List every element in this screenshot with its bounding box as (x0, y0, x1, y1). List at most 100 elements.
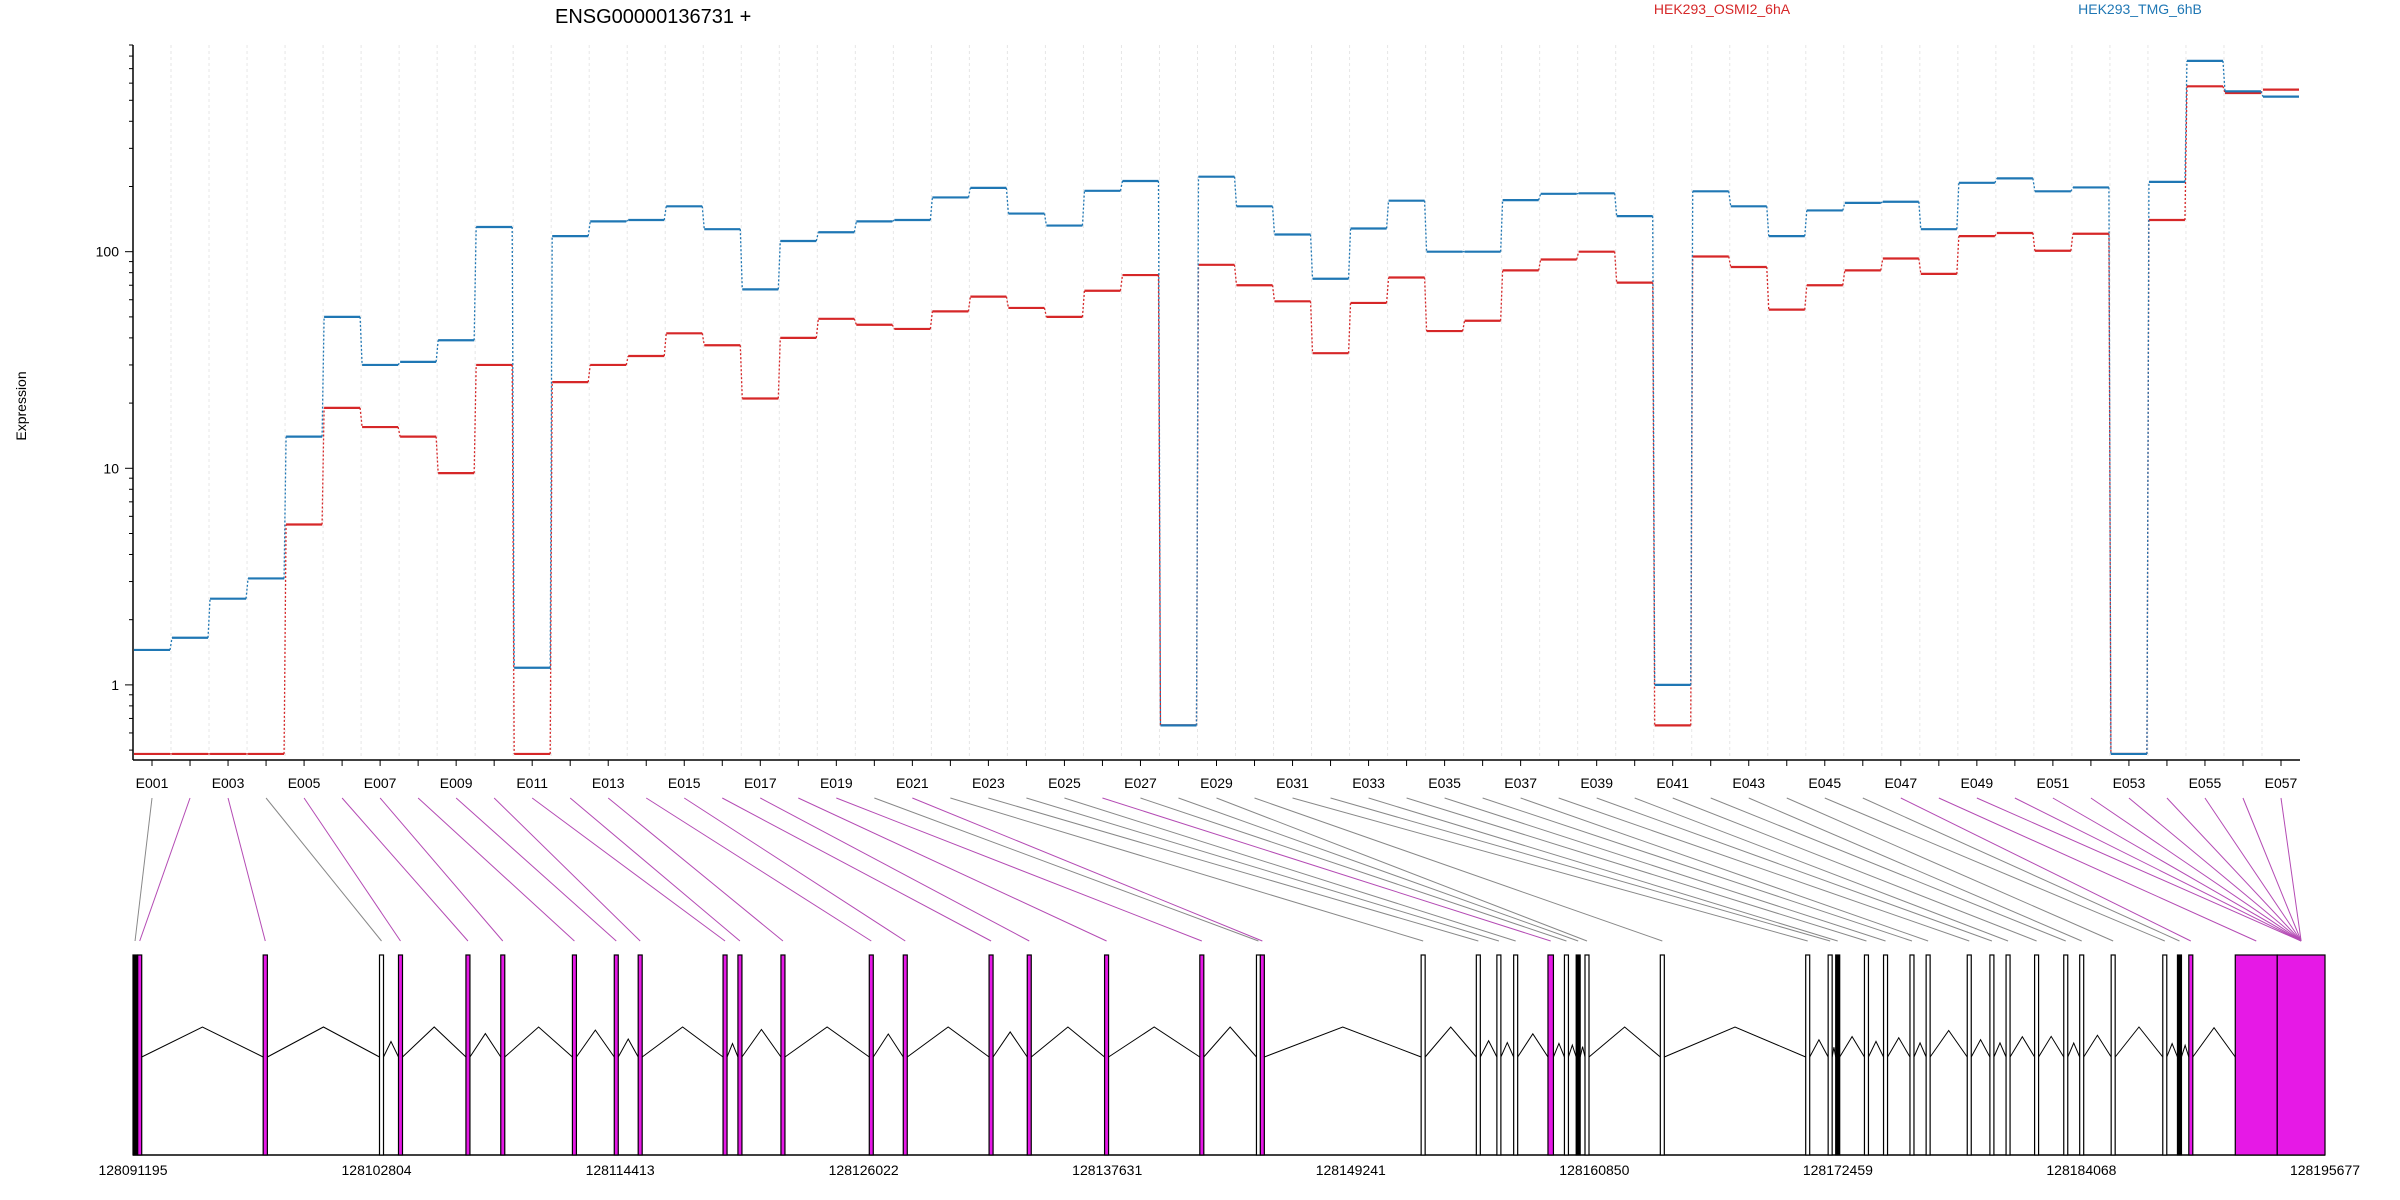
exon-block (1513, 954, 1519, 1156)
coordinate-label: 128126022 (829, 1162, 899, 1178)
exon-block (1547, 954, 1555, 1156)
exon-connector (1596, 797, 1993, 942)
exon-connector (950, 797, 1424, 942)
coordinate-label: 128195677 (2290, 1162, 2360, 1178)
data-connector (1576, 251, 1580, 260)
exon-label: E049 (1960, 775, 1993, 791)
intron-line (1970, 1038, 1991, 1058)
data-connector (207, 598, 211, 638)
data-connector (1423, 200, 1428, 252)
data-connector (2222, 60, 2226, 92)
coordinate-label: 128114413 (586, 1162, 655, 1178)
intron-line (504, 1026, 573, 1058)
data-connector (1005, 296, 1010, 309)
data-connector (1081, 290, 1086, 317)
data-connector (511, 364, 515, 754)
exon-connector (1102, 797, 1551, 942)
data-connector (1538, 259, 1542, 271)
exon-label: E013 (592, 775, 625, 791)
intron-line (1929, 1029, 1968, 1058)
exon-connector (1064, 797, 1516, 942)
data-connector (1576, 192, 1579, 195)
exon-block (1575, 954, 1581, 1156)
data-connector (1043, 307, 1048, 318)
data-connector (1005, 187, 1010, 214)
data-connector (1804, 285, 1808, 310)
exon-label: E023 (972, 775, 1005, 791)
data-connector (2108, 233, 2112, 754)
exon-block (132, 954, 138, 1156)
intron-line (2067, 1041, 2081, 1058)
exon-block (2234, 954, 2278, 1156)
exon-connector (493, 797, 641, 942)
coordinate-label: 128091195 (98, 1162, 167, 1178)
exon-label: E007 (364, 775, 397, 791)
exon-connector (2280, 797, 2302, 942)
exon-label: E019 (820, 775, 853, 791)
exon-block (2176, 954, 2183, 1156)
exon-connector (1216, 797, 1588, 942)
intron-line (1867, 1040, 1884, 1058)
data-connector (853, 221, 857, 233)
exon-connector (1444, 797, 1886, 942)
exon-connector (836, 797, 1202, 942)
exon-connector (1254, 797, 1663, 942)
intron-line (2114, 1026, 2164, 1058)
data-connector (1766, 266, 1770, 310)
exon-connector (1330, 797, 1831, 942)
exon-label: E029 (1200, 775, 1233, 791)
exon-connector (2242, 797, 2302, 942)
exon-connector (1026, 797, 1500, 942)
intron-line (1579, 1046, 1586, 1058)
series-lines (134, 59, 2299, 756)
intron-line (1552, 1042, 1565, 1058)
exon-connector (1482, 797, 1913, 942)
data-connector (1233, 176, 1238, 207)
coordinate-label: 128149241 (1316, 1162, 1386, 1178)
exon-connector (2166, 797, 2302, 942)
exon-block (1925, 954, 1931, 1156)
exon-connector (912, 797, 1263, 942)
data-connector (1347, 228, 1352, 279)
exon-label: E001 (136, 775, 169, 791)
exon-label: E053 (2113, 775, 2146, 791)
exon-connector (1748, 797, 2082, 942)
exon-label: E043 (1732, 775, 1765, 791)
intron-line (576, 1029, 615, 1058)
intron-line (1588, 1026, 1661, 1058)
exon-label: E047 (1884, 775, 1917, 791)
exon-connector (455, 797, 617, 942)
exon-label: E005 (288, 775, 321, 791)
data-connector (587, 221, 591, 237)
exon-connector (134, 797, 153, 942)
data-connector (1385, 200, 1390, 229)
intron-line (1030, 1026, 1105, 1058)
data-connector (1728, 256, 1732, 268)
exon-connector (1406, 797, 1867, 942)
data-connector (1157, 275, 1162, 726)
exon-block (1584, 954, 1590, 1156)
exon-connector (1938, 797, 2257, 942)
exon-connector (139, 797, 191, 942)
exon-connector (1786, 797, 2114, 942)
exon-connector (798, 797, 1107, 942)
data-connector (1994, 232, 1998, 237)
data-connector (1119, 180, 1124, 191)
intron-line (2180, 1043, 2190, 1058)
data-connector (815, 318, 819, 338)
exon-label: E011 (516, 775, 548, 791)
data-connector (1499, 200, 1504, 252)
intron-line (2192, 1026, 2236, 1058)
exon-connector (1824, 797, 2165, 942)
exon-block (2063, 954, 2069, 1156)
data-connector (1271, 285, 1276, 302)
intron-line (1664, 1026, 1806, 1058)
exon-label: E017 (744, 775, 777, 791)
chart-title: ENSG00000136731 + (555, 6, 751, 28)
intron-line (1517, 1032, 1549, 1058)
exon-block (465, 954, 471, 1156)
data-connector (2032, 232, 2036, 251)
exon-block (378, 954, 385, 1156)
y-axis-label: Expression (13, 371, 29, 440)
y-tick-label: 10 (103, 460, 119, 476)
